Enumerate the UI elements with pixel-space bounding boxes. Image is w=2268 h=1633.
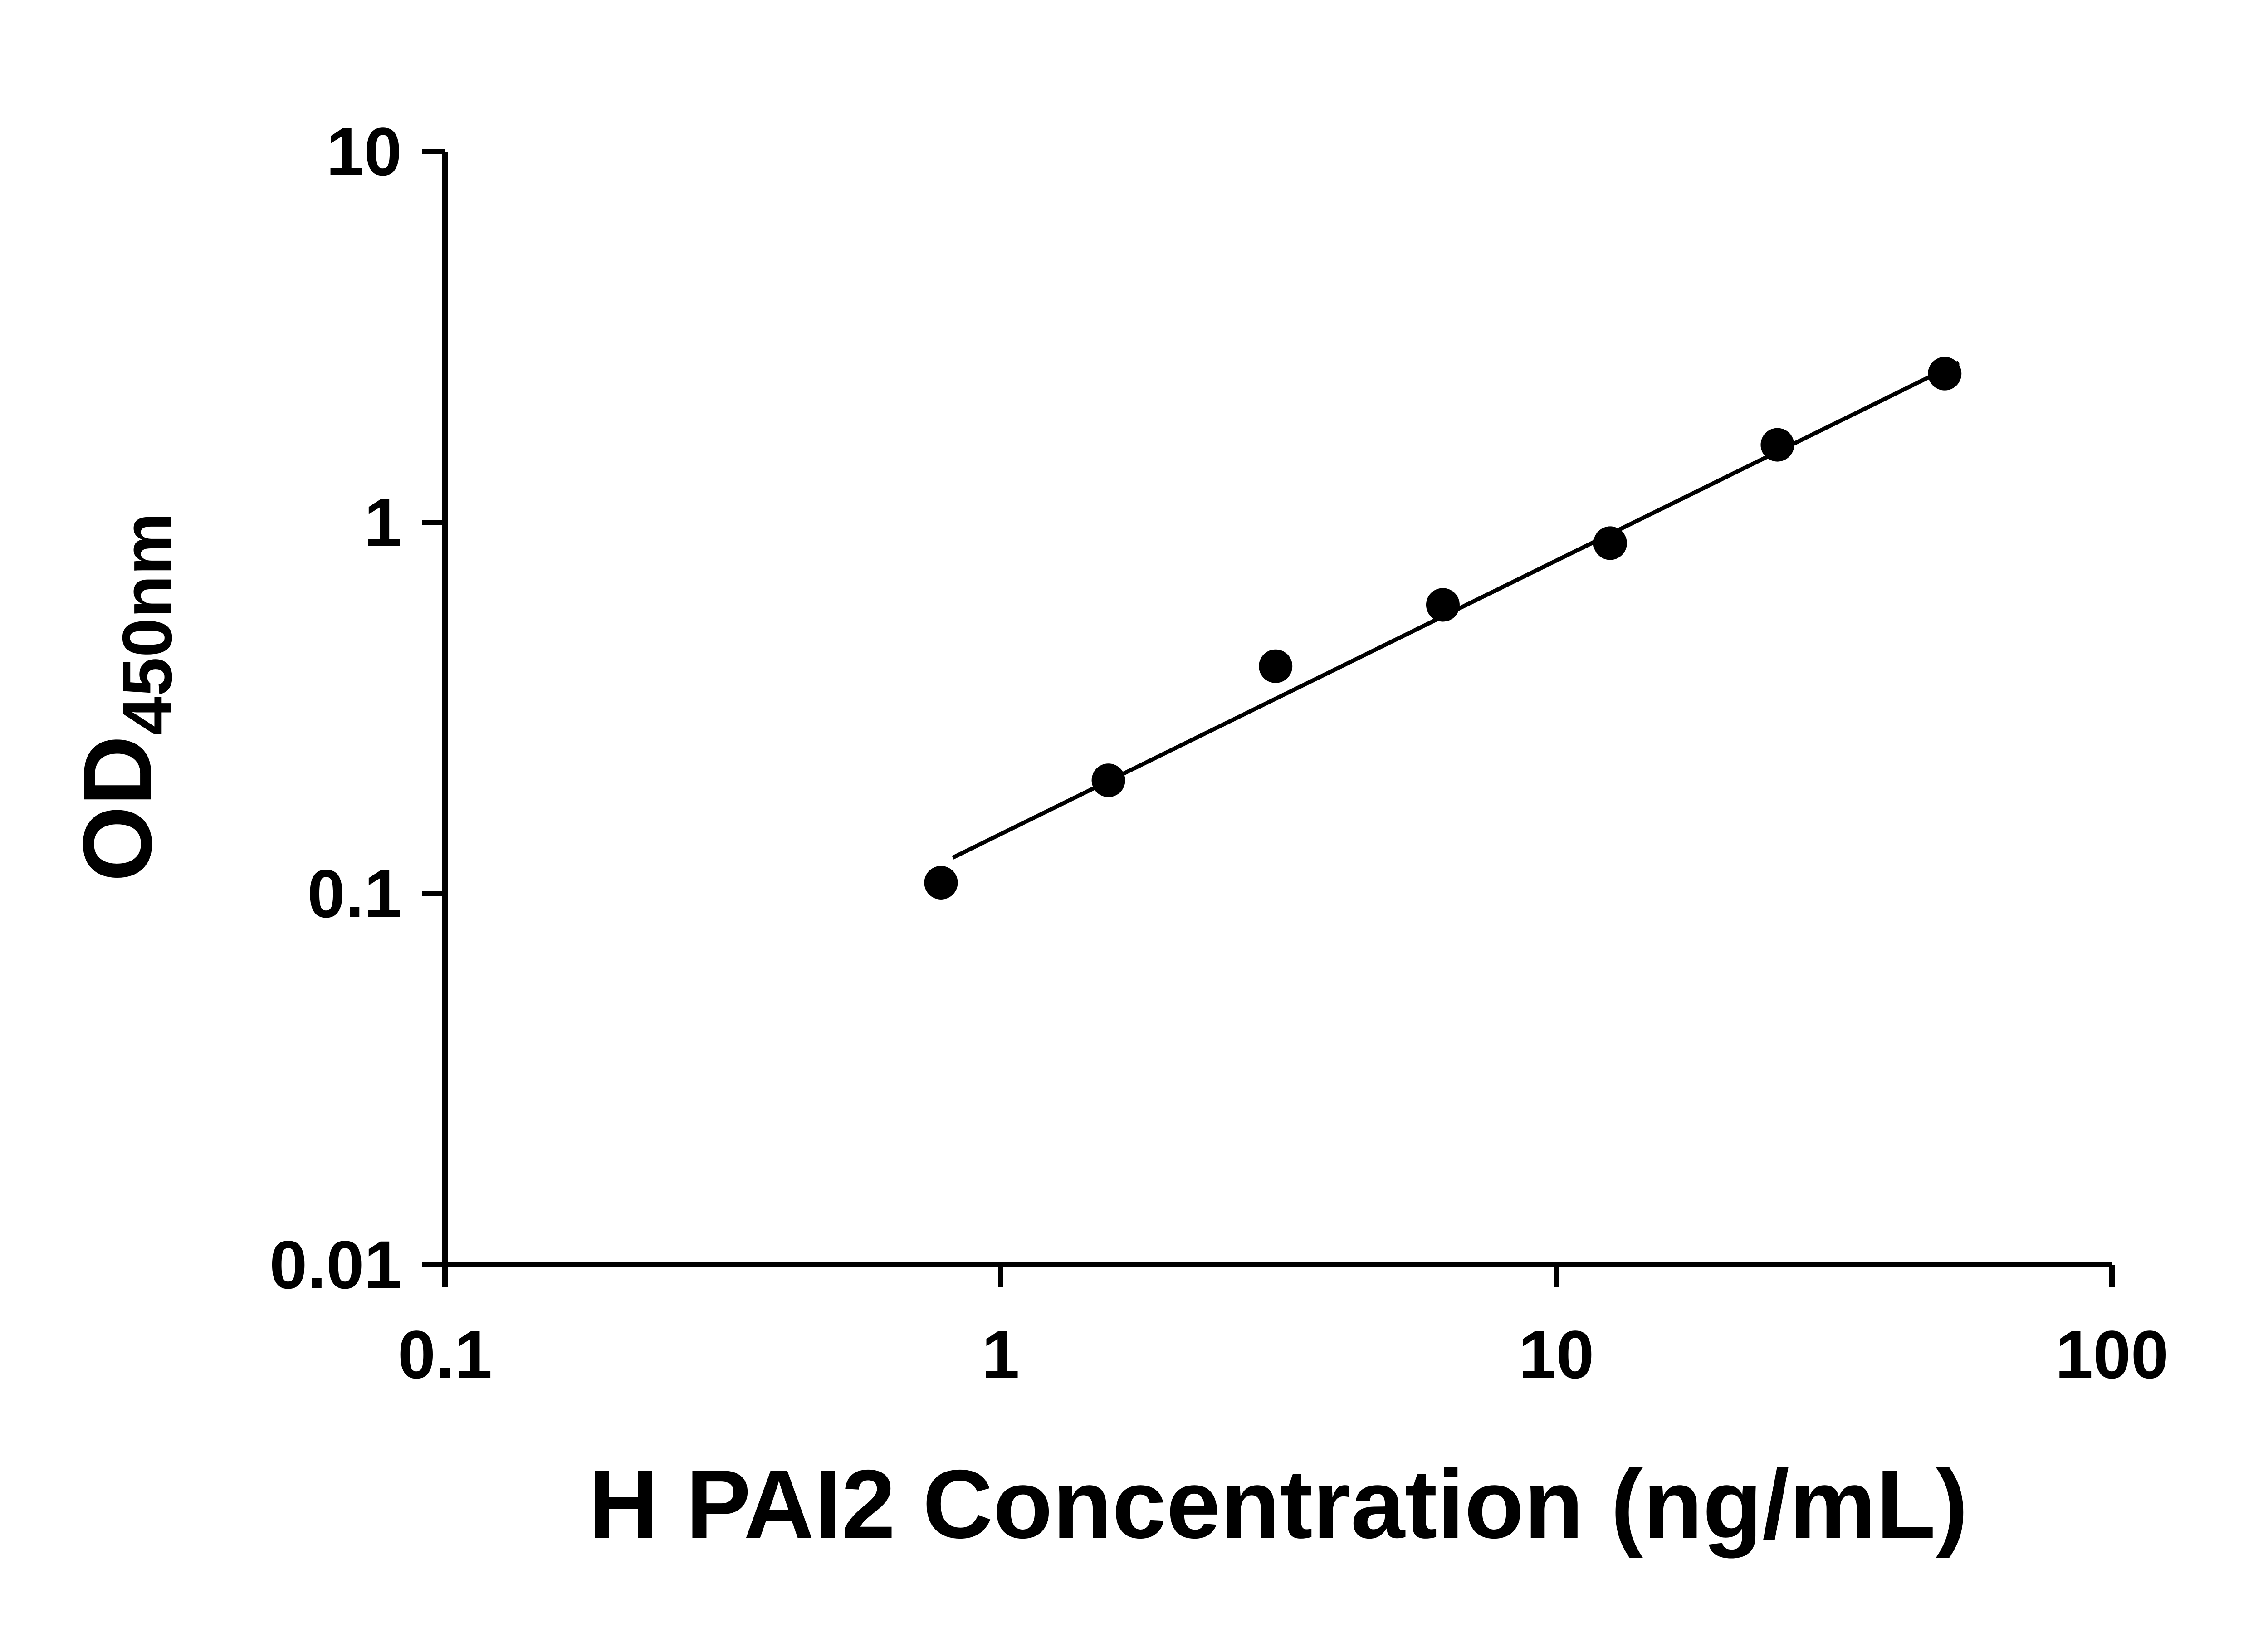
data-point	[1593, 526, 1627, 560]
x-tick-label: 100	[2055, 1316, 2169, 1393]
x-tick-label: 1	[982, 1316, 1019, 1393]
data-point	[1760, 428, 1794, 462]
x-tick-label: 0.1	[398, 1316, 493, 1393]
y-tick-label: 0.01	[269, 1227, 402, 1303]
data-point	[1259, 649, 1293, 683]
y-axis-title-main: OD	[63, 735, 172, 882]
y-axis-title-sub: 450nm	[108, 513, 186, 735]
data-point	[924, 865, 958, 900]
x-axis-title: H PAI2 Concentration (ng/mL)	[588, 1449, 1968, 1559]
data-point	[1426, 588, 1460, 622]
y-tick-label: 1	[364, 484, 402, 561]
data-point	[1091, 763, 1125, 797]
x-tick-label: 10	[1519, 1316, 1594, 1393]
data-point	[1928, 357, 1962, 391]
y-axis-title: OD450nm	[63, 513, 186, 882]
y-tick-label: 10	[326, 113, 402, 190]
y-tick-label: 0.1	[307, 856, 402, 932]
